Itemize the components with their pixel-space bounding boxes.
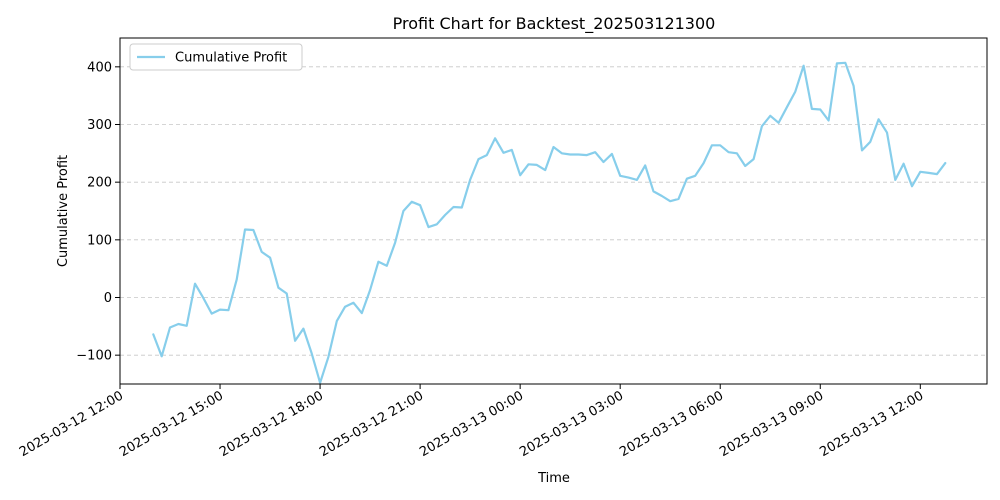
grid-lines	[120, 66, 987, 356]
legend-box	[129, 43, 303, 71]
y-tick-label: 200	[87, 176, 112, 191]
y-tick-label: 300	[87, 118, 112, 133]
legend: Cumulative Profit	[129, 43, 303, 71]
legend-label-cumulative-profit: Cumulative Profit	[175, 51, 287, 66]
y-axis: −100 0 100 200 300 400	[76, 60, 120, 364]
y-tick-label: −100	[76, 349, 112, 364]
chart-title: Profit Chart for Backtest_202503121300	[393, 14, 716, 34]
y-tick-label: 0	[104, 291, 112, 306]
series-line-cumulative-profit	[152, 61, 947, 384]
plot-frame	[119, 37, 988, 385]
y-tick-label: 100	[87, 233, 112, 248]
x-axis-label: Time	[537, 471, 570, 486]
y-tick-label: 400	[87, 60, 112, 75]
y-axis-label: Cumulative Profit	[56, 155, 71, 267]
